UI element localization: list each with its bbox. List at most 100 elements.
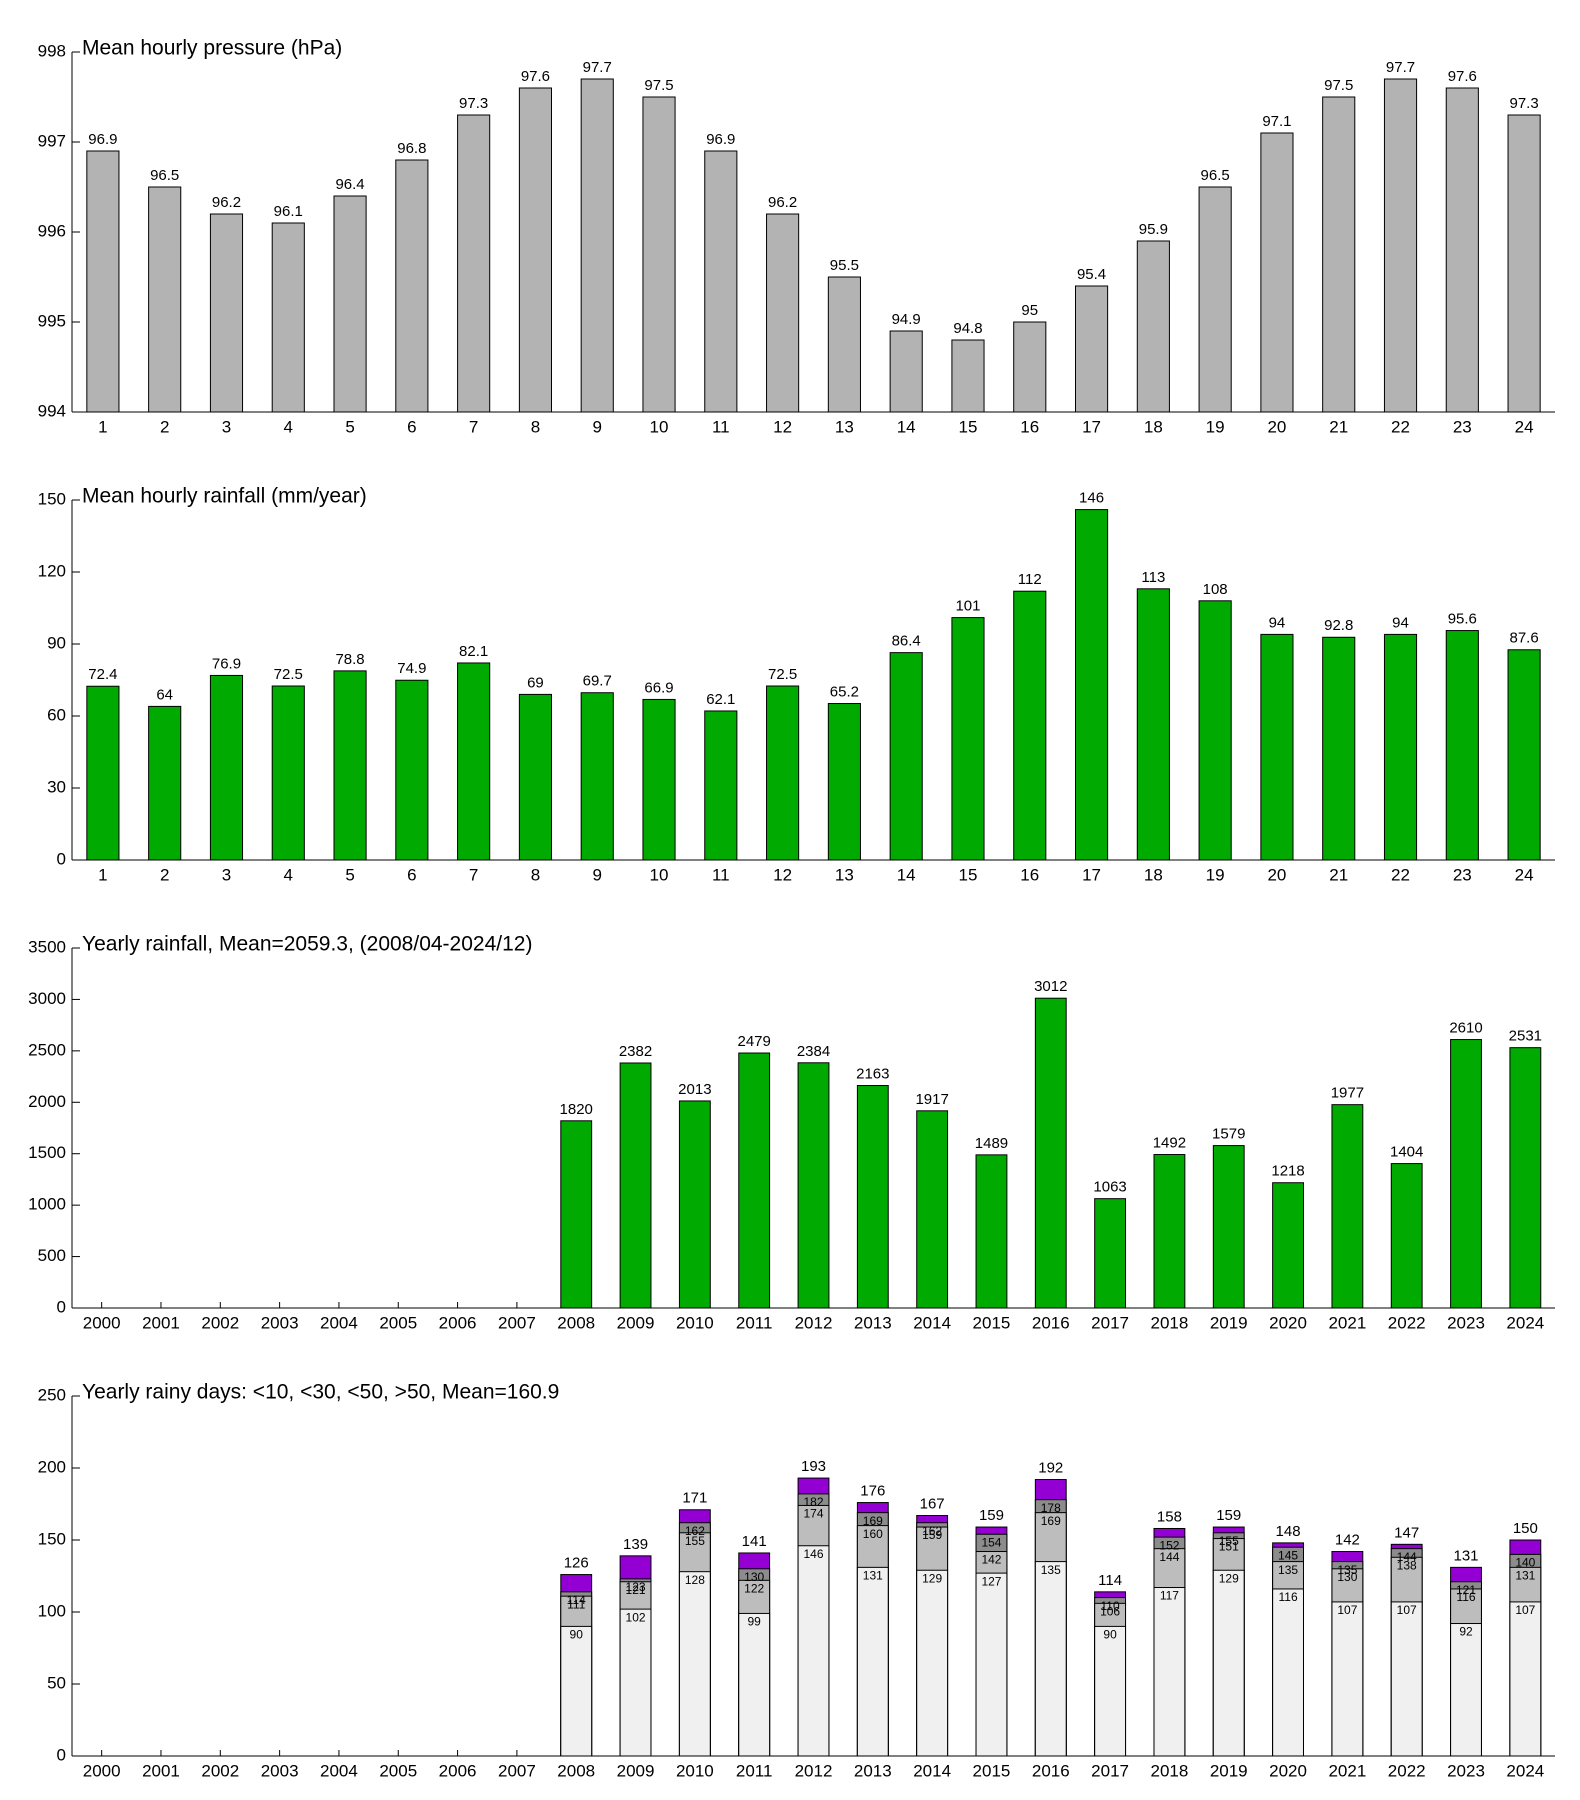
x-tick-label: 2018: [1151, 1761, 1189, 1780]
value-label: 139: [623, 1536, 648, 1553]
bar: [642, 96, 676, 413]
bar: [1272, 1588, 1304, 1757]
value-label: 94: [1392, 614, 1409, 631]
bar: [1509, 1601, 1542, 1757]
y-tick-label: 3500: [28, 937, 66, 956]
value-label: 126: [564, 1555, 589, 1572]
value-label: 74.9: [397, 660, 426, 677]
bar: [209, 213, 244, 413]
value-label: 96.5: [1201, 167, 1230, 184]
y-tick-label: 200: [38, 1457, 66, 1476]
segment-label: 155: [1219, 1534, 1239, 1548]
value-label: 150: [1513, 1520, 1538, 1537]
bar: [738, 1052, 771, 1309]
value-label: 96.5: [150, 167, 179, 184]
x-tick-label: 2009: [617, 1761, 655, 1780]
segment-label: 169: [863, 1514, 883, 1528]
x-tick-label: 2012: [795, 1761, 833, 1780]
value-label: 147: [1394, 1524, 1419, 1541]
segment-label: 131: [1515, 1569, 1535, 1583]
x-tick-label: 16: [1020, 865, 1039, 884]
bar: [560, 1120, 593, 1309]
bar: [1383, 633, 1418, 861]
bar: [916, 1569, 949, 1757]
x-tick-label: 8: [531, 865, 540, 884]
x-tick-label: 2020: [1269, 1761, 1307, 1780]
value-label: 95.5: [830, 257, 859, 274]
x-tick-label: 4: [284, 865, 293, 884]
segment-label: 130: [1337, 1570, 1357, 1584]
bar: [395, 679, 429, 861]
segment-label: 90: [1103, 1628, 1117, 1642]
segment-label: 131: [863, 1569, 883, 1583]
x-tick-label: 1: [98, 417, 107, 436]
x-tick-label: 2: [160, 417, 169, 436]
bar: [951, 617, 985, 861]
bar: [1198, 600, 1232, 861]
x-tick-label: 12: [773, 417, 792, 436]
value-label: 69: [527, 674, 544, 691]
chart-title: Yearly rainfall, Mean=2059.3, (2008/04-2…: [82, 933, 532, 956]
segment-label: 114: [567, 1593, 586, 1607]
x-tick-label: 2008: [557, 1761, 595, 1780]
bar: [1034, 997, 1067, 1309]
bar: [827, 703, 861, 861]
y-tick-label: 0: [57, 1745, 66, 1764]
segment-label: 135: [1278, 1563, 1298, 1577]
value-label: 2013: [678, 1081, 711, 1098]
value-label: 3012: [1034, 978, 1067, 995]
x-tick-label: 14: [897, 865, 916, 884]
x-tick-label: 6: [407, 417, 416, 436]
x-tick-label: 2019: [1210, 1761, 1248, 1780]
value-label: 78.8: [335, 651, 364, 668]
value-label: 72.4: [88, 666, 117, 683]
x-tick-label: 7: [469, 865, 478, 884]
x-tick-label: 2015: [973, 1313, 1011, 1332]
x-tick-label: 2023: [1447, 1313, 1485, 1332]
bar: [678, 1100, 711, 1309]
value-label: 1218: [1271, 1163, 1304, 1180]
x-tick-label: 7: [469, 417, 478, 436]
bar: [975, 1154, 1008, 1309]
value-label: 95.9: [1139, 221, 1168, 238]
segment-label: 155: [685, 1534, 705, 1548]
segment-label: 107: [1337, 1603, 1357, 1617]
bar: [457, 662, 491, 861]
y-tick-label: 50: [47, 1673, 66, 1692]
value-label: 176: [860, 1483, 885, 1500]
y-tick-label: 100: [38, 1601, 66, 1620]
value-label: 2479: [737, 1033, 770, 1050]
value-label: 1820: [560, 1101, 593, 1118]
x-tick-label: 19: [1206, 865, 1225, 884]
value-label: 131: [1454, 1547, 1479, 1564]
bar: [975, 1572, 1008, 1757]
value-label: 96.4: [335, 176, 364, 193]
x-tick-label: 18: [1144, 417, 1163, 436]
x-tick-label: 10: [650, 865, 669, 884]
value-label: 94.8: [953, 320, 982, 337]
value-label: 1404: [1390, 1144, 1423, 1161]
bar: [889, 652, 923, 861]
segment-label: 111: [567, 1597, 586, 1611]
segment-label: 144: [1397, 1550, 1417, 1564]
value-label: 142: [1335, 1531, 1360, 1548]
value-label: 97.7: [583, 59, 612, 76]
segment-label: 123: [626, 1580, 646, 1594]
bar: [1322, 636, 1356, 861]
value-label: 171: [682, 1490, 707, 1507]
y-tick-label: 60: [47, 705, 66, 724]
x-tick-label: 2006: [439, 1313, 477, 1332]
y-tick-label: 0: [57, 1297, 66, 1316]
value-label: 96.9: [706, 131, 735, 148]
x-tick-label: 2014: [913, 1761, 951, 1780]
bar: [1074, 285, 1109, 413]
segment-label: 117: [1160, 1589, 1179, 1603]
bar: [518, 87, 553, 413]
value-label: 94.9: [892, 311, 921, 328]
value-label: 95.4: [1077, 266, 1106, 283]
x-tick-label: 19: [1206, 417, 1225, 436]
value-label: 158: [1157, 1508, 1182, 1525]
bar: [1331, 1601, 1364, 1757]
value-label: 141: [742, 1533, 767, 1550]
value-label: 66.9: [644, 679, 673, 696]
